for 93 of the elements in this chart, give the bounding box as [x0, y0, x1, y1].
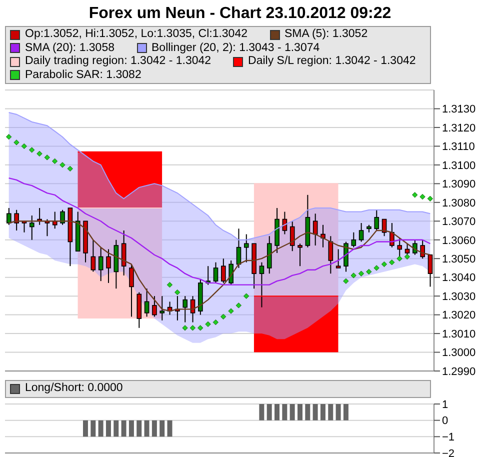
point	[427, 196, 434, 202]
candlestick	[420, 239, 425, 260]
point	[174, 289, 180, 296]
legend-label: Daily S/L region: 1.3042 - 1.3042	[248, 55, 416, 68]
point	[166, 282, 173, 288]
point	[190, 325, 196, 331]
candlestick	[121, 230, 126, 276]
candlestick	[312, 213, 318, 246]
y-tick-label: 1.3040	[442, 272, 476, 284]
point	[366, 268, 372, 275]
point	[381, 261, 388, 268]
y-tick-label: 1.3080	[442, 197, 476, 210]
y-tick-label: 1.3030	[442, 290, 476, 303]
line-series	[8, 177, 431, 286]
point	[343, 278, 349, 284]
y-tick-label: 1.2990	[442, 366, 476, 378]
candlestick	[98, 246, 104, 282]
candlestick	[358, 222, 364, 242]
y-tick-label: 1.3100	[442, 160, 476, 172]
point	[404, 254, 410, 260]
candlestick	[298, 243, 302, 267]
candlestick	[428, 254, 433, 288]
y-tick-label: 1.3010	[442, 328, 476, 340]
y-tick-label: 1.3060	[442, 234, 476, 247]
legend-label: Op:1.3052, Hi:1.3052, Lo:1.3035, Cl:1.3042	[25, 28, 248, 42]
candlestick	[228, 260, 234, 286]
candlestick	[152, 296, 157, 318]
y-tick-label: 1.3050	[442, 254, 476, 266]
point	[389, 259, 395, 266]
point	[28, 147, 35, 153]
candlestick	[213, 262, 218, 284]
legend-label: Bollinger (20, 2): 1.3043 - 1.3074	[152, 42, 320, 55]
y-tick-label: 1.3090	[442, 178, 476, 191]
y-tick-label: 1.3020	[442, 310, 476, 322]
candlestick	[221, 258, 226, 284]
point	[374, 265, 380, 271]
y-tick-label: 1.3000	[442, 347, 476, 360]
candlestick	[182, 296, 188, 323]
point	[67, 166, 73, 172]
point	[21, 143, 27, 150]
point	[6, 134, 12, 140]
point	[350, 272, 356, 278]
legend-label: SMA (20): 1.3058	[25, 42, 114, 55]
point	[52, 158, 58, 164]
point	[36, 150, 42, 157]
y-tick-label: 1.3120	[442, 122, 476, 134]
point	[358, 270, 364, 276]
point	[412, 192, 418, 198]
point	[198, 325, 204, 331]
candlestick	[328, 236, 334, 274]
chart-title: Forex um Neun - Chart 23.10.2012 09:22	[88, 4, 392, 24]
candlestick	[336, 248, 341, 268]
point	[44, 154, 50, 160]
candlestick	[6, 208, 12, 226]
point	[14, 140, 20, 146]
point	[243, 293, 250, 299]
legend-label: Parabolic SAR: 1.3082	[25, 68, 142, 82]
candlestick	[344, 241, 348, 272]
candlestick	[144, 288, 150, 318]
legend-label: Daily trading region: 1.3042 - 1.3042	[25, 55, 212, 68]
y-tick-label: −1	[442, 431, 455, 444]
y-tick-label: 1	[442, 398, 448, 410]
candlestick	[129, 264, 134, 318]
y-tick-label: 1.3130	[442, 104, 476, 116]
candlestick	[160, 296, 165, 321]
y-tick-label: 1.3070	[442, 216, 476, 228]
candlestick	[60, 209, 65, 226]
y-tick-label: −2	[442, 447, 455, 457]
y-tick-label: 1.3110	[442, 141, 475, 154]
candlestick	[106, 248, 111, 284]
point	[60, 162, 66, 168]
point	[396, 256, 402, 262]
point	[420, 194, 426, 200]
candlestick	[236, 228, 242, 268]
point	[205, 321, 211, 328]
line-series	[8, 112, 431, 240]
candlestick	[290, 220, 295, 252]
candlestick	[351, 232, 356, 248]
point	[228, 308, 234, 314]
point	[220, 314, 226, 320]
point	[182, 325, 188, 331]
candlestick	[374, 209, 380, 231]
y-tick-label: 0	[442, 414, 448, 427]
candlestick	[14, 209, 19, 231]
candlestick	[259, 262, 264, 308]
candlestick	[52, 211, 58, 230]
candlestick	[244, 234, 249, 263]
candlestick	[29, 215, 34, 240]
legend-label: Long/Short: 0.0000	[25, 382, 123, 396]
point	[212, 319, 219, 326]
point	[236, 302, 242, 308]
legend-label: SMA (5): 1.3052	[284, 28, 368, 42]
candlestick	[90, 239, 96, 272]
